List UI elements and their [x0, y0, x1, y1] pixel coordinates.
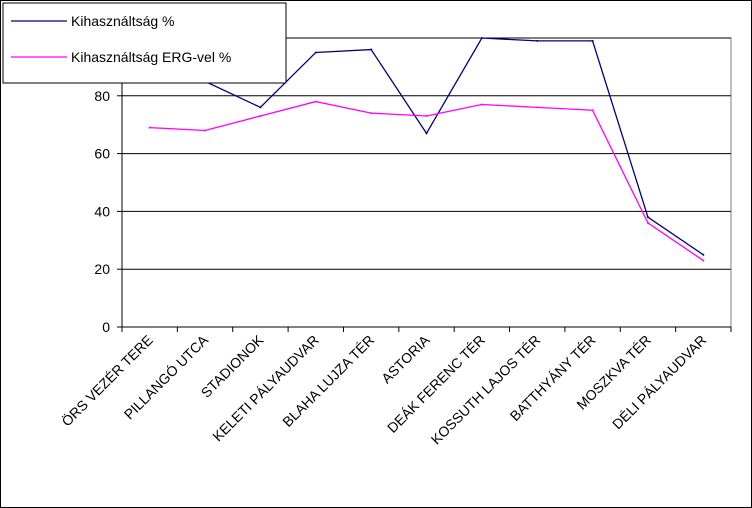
data-point: [702, 253, 705, 256]
plot-area: [121, 37, 732, 328]
data-point: [536, 106, 539, 109]
x-tick-label: ASTORIA: [378, 331, 433, 386]
y-tick-label: 20: [94, 261, 110, 277]
data-point: [702, 259, 705, 262]
y-tick-label: 60: [94, 146, 110, 162]
y-tick-label: 40: [94, 203, 110, 219]
legend-label: Kihasználtság ERG-vel %: [71, 49, 231, 65]
data-point: [646, 221, 649, 224]
data-point: [646, 216, 649, 219]
x-tick-label: BLAHA LUJZA TÉR: [279, 332, 377, 430]
data-point: [314, 100, 317, 103]
data-point: [259, 106, 262, 109]
x-tick-label: KOSSUTH LAJOS TÉR: [428, 332, 544, 448]
data-point: [480, 103, 483, 106]
data-point: [259, 115, 262, 118]
data-point: [591, 109, 594, 112]
x-tick-label: DEÁK FERENC TÉR: [384, 332, 488, 436]
legend-box: [2, 2, 287, 84]
x-tick-label: ÖRS VEZÉR TERE: [58, 331, 156, 429]
data-point: [425, 132, 428, 135]
data-point: [370, 48, 373, 51]
y-tick-label: 80: [94, 88, 110, 104]
data-point: [480, 37, 483, 39]
data-point: [536, 39, 539, 42]
data-point: [425, 115, 428, 118]
x-tick-label: DÉLI PÁLYAUDVAR: [609, 332, 709, 432]
data-point: [204, 129, 207, 132]
data-point: [370, 112, 373, 115]
y-tick-label: 0: [102, 319, 110, 335]
legend-label: Kihasználtság %: [71, 13, 175, 29]
data-point: [314, 51, 317, 54]
x-tick-label: KELETI PÁLYAUDVAR: [209, 332, 322, 445]
data-point: [591, 39, 594, 42]
data-point: [148, 126, 151, 129]
